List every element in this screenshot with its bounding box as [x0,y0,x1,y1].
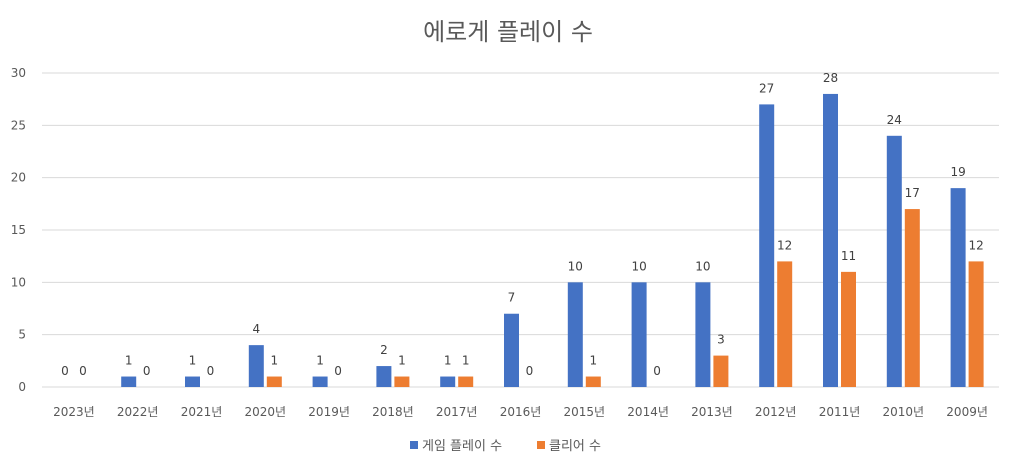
bar-series-1-11 [777,261,793,387]
x-tick-label: 2022년 [117,405,159,419]
x-tick-label: 2019년 [308,405,350,419]
data-label: 12 [968,238,983,252]
y-tick-label: 30 [11,66,26,80]
data-label: 28 [823,71,838,85]
bar-series-1-8 [585,376,601,387]
y-tick-label: 25 [11,118,26,132]
bar-series-0-10 [695,282,711,387]
bar-series-0-3 [248,345,264,387]
bar-series-0-5 [376,366,392,387]
data-label: 19 [950,165,965,179]
bar-series-1-12 [841,271,856,387]
legend-label-1: 클리어 수 [549,439,601,454]
bar-series-1-3 [266,376,282,387]
data-label: 10 [631,259,646,273]
data-label: 0 [653,364,661,378]
data-label: 27 [759,81,774,95]
bar-series-0-6 [440,376,456,387]
x-tick-label: 2023년 [53,405,95,419]
x-tick-label: 2017년 [436,405,478,419]
x-tick-label: 2009년 [946,405,988,419]
x-tick-label: 2010년 [883,405,925,419]
legend-label-0: 게임 플레이 수 [422,439,502,454]
x-tick-label: 2018년 [372,405,414,419]
bar-series-1-14 [968,261,984,387]
data-label: 1 [125,354,133,368]
data-label: 1 [316,354,324,368]
data-label: 0 [61,364,69,378]
gridlines [42,72,999,388]
data-label: 0 [143,364,151,378]
data-label: 11 [841,249,856,263]
x-tick-label: 2014년 [627,405,669,419]
bar-series-0-2 [185,376,200,387]
y-tick-label: 5 [18,328,26,342]
data-label: 10 [568,259,583,273]
data-label: 17 [905,186,920,200]
bar-series-1-10 [713,355,729,387]
bar-series-0-9 [631,282,647,387]
data-label: 12 [777,238,792,252]
x-tick-label: 2020년 [245,405,287,419]
data-label: 0 [334,364,342,378]
x-tick-label: 2013년 [691,405,733,419]
y-tick-label: 15 [11,223,26,237]
bar-series-0-14 [950,188,966,387]
data-label: 1 [270,354,278,368]
bar-series-0-13 [886,135,902,387]
data-label: 4 [252,322,260,336]
legend-swatch-0 [410,441,418,449]
data-label: 0 [207,364,215,378]
data-label: 0 [79,364,87,378]
data-label: 1 [444,354,452,368]
x-tick-label: 2021년 [181,405,223,419]
data-label: 2 [380,343,388,357]
data-label: 3 [717,333,725,347]
bar-series-0-11 [759,104,775,388]
y-tick-label: 0 [18,380,26,394]
chart-title: 에로게 플레이 수 [423,18,593,46]
bar-series-1-6 [458,376,474,387]
bar-series-0-4 [312,376,328,387]
bar-series-1-13 [904,209,920,387]
bar-series-0-7 [504,313,519,387]
x-tick-label: 2015년 [564,405,606,419]
data-label: 1 [189,354,197,368]
x-tick-label: 2011년 [819,405,861,419]
y-axis-ticks: 0 5 10 15 20 25 30 [11,66,26,394]
legend: 게임 플레이 수 클리어 수 [410,439,601,454]
bar-series-0-8 [567,282,583,387]
bar-series-0-12 [823,93,838,387]
data-label: 1 [589,354,597,368]
y-tick-label: 10 [11,275,26,289]
legend-swatch-1 [537,441,545,449]
y-tick-label: 20 [11,171,26,185]
x-axis-ticks: 2023년 2022년 2021년 2020년 2019년 2018년 2017년 2016년… [53,405,988,419]
data-label: 0 [526,364,534,378]
data-label: 24 [887,113,902,127]
data-label: 1 [398,354,406,368]
x-tick-label: 2016년 [500,405,542,419]
data-label: 1 [462,354,470,368]
bar-series-1-5 [394,376,410,387]
data-label: 7 [508,291,516,305]
bar-series-0-1 [121,376,137,387]
x-tick-label: 2012년 [755,405,797,419]
data-label: 10 [695,259,710,273]
